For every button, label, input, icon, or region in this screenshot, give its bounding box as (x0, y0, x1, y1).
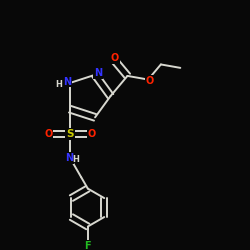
Text: N: N (63, 76, 71, 86)
Text: H: H (55, 80, 62, 89)
Text: O: O (88, 129, 96, 139)
Text: O: O (111, 53, 119, 63)
Text: S: S (66, 129, 74, 139)
Text: H: H (72, 155, 79, 164)
Text: O: O (145, 76, 154, 86)
Text: N: N (94, 68, 102, 78)
Text: N: N (65, 153, 73, 163)
Text: O: O (44, 129, 52, 139)
Text: F: F (84, 241, 91, 250)
